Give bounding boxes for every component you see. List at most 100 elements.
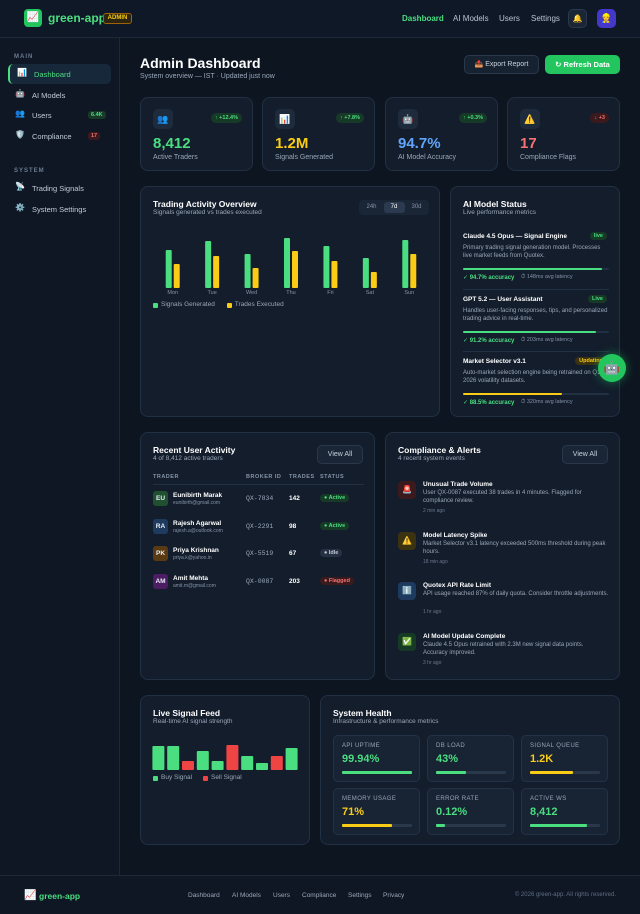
bar (213, 256, 220, 288)
footer-link[interactable]: Users (273, 892, 290, 899)
alert-title: Quotex API Rate Limit (423, 582, 492, 589)
footer-link[interactable]: Privacy (383, 892, 405, 899)
avatar[interactable]: 👷 (597, 9, 616, 28)
page-subtitle: System overview — IST · Updated just now (140, 73, 275, 80)
status-badge: ● Active (320, 521, 350, 530)
metric-value: 71% (342, 806, 365, 818)
metric-value: 0.12% (436, 806, 468, 818)
card: 📊 ↑ +7.8% 1.2M Signals Generated (262, 97, 375, 171)
copyright: © 2026 green-app. All rights reserved. (514, 892, 616, 898)
model-latency: ⏱ 148ms avg latency (521, 274, 573, 280)
card-subtitle: Live performance metrics (463, 209, 536, 216)
progress-bar (530, 824, 588, 827)
bar (244, 254, 251, 288)
chart-title: Live Signal Feed (153, 708, 221, 718)
card: Recent User Activity 4 of 8,412 active tr… (140, 432, 375, 680)
user-email: amit.m@gmail.com (173, 583, 216, 590)
sidebar (0, 38, 120, 875)
sidebar-section-title: MAIN (14, 54, 34, 60)
footer-link[interactable]: Dashboard (188, 892, 220, 899)
progress-track (342, 824, 412, 827)
alert-icon: ℹ️ (398, 582, 416, 600)
sidebar-item[interactable]: 🤖 AI Models (8, 85, 111, 105)
export-button[interactable]: 📤 Export Report (464, 55, 539, 74)
sidebar-item[interactable]: 👥 Users 6.4K (8, 105, 111, 125)
broker-id: QX-0087 (246, 578, 274, 586)
sidebar-icon: 🤖 (15, 88, 25, 98)
bar (370, 272, 377, 288)
alert-time: 2 min ago (423, 508, 445, 514)
card-title: Compliance & Alerts (398, 445, 481, 455)
model-name: Market Selector v3.1 (463, 358, 526, 365)
alert-time: 3 hr ago (423, 659, 442, 666)
user-name: Amit Mehta (173, 575, 209, 583)
sidebar-label: AI Models (32, 90, 66, 100)
chart (152, 745, 298, 770)
logo-text: green-app (48, 11, 107, 25)
legend-swatch (153, 776, 158, 781)
nav-link[interactable]: Users (499, 14, 520, 23)
nav-link[interactable]: Dashboard (402, 14, 444, 23)
bar (226, 745, 239, 770)
sidebar-item[interactable]: 📡 Trading Signals (8, 178, 111, 198)
x-tick-label: Wed (246, 290, 257, 296)
metric-label: DB LOAD (436, 743, 466, 749)
model-accuracy: ✓ 88.5% accuracy (463, 400, 515, 406)
nav-link[interactable]: AI Models (453, 14, 489, 23)
range-tab[interactable]: 30d (411, 204, 422, 210)
bar (167, 746, 180, 770)
legend-label: Sell Signal (211, 774, 242, 781)
legend-swatch (153, 303, 158, 308)
metric-label: ERROR RATE (436, 796, 479, 802)
nav-link[interactable]: Settings (531, 14, 560, 23)
alert-title: Model Latency Spike (423, 531, 488, 539)
legend-swatch (203, 776, 208, 781)
legend-label: Signals Generated (161, 301, 215, 308)
stat-change: ↑ +0.3% (458, 113, 487, 123)
sidebar-item[interactable]: ⚙️ System Settings (8, 199, 111, 219)
range-tab[interactable]: 24h (366, 204, 377, 210)
footer-link[interactable]: Settings (348, 892, 372, 899)
progress-bar (342, 771, 412, 774)
legend-label: Buy Signal (161, 774, 193, 781)
bar (252, 268, 259, 288)
model-name: GPT 5.2 — User Assistant (463, 295, 543, 303)
stat-value: 8,412 (153, 135, 191, 152)
card: Trading Activity Overview Signals generat… (140, 186, 440, 417)
bell-button[interactable]: 🔔 (568, 9, 587, 28)
refresh-button[interactable]: ↻ Refresh Data (545, 55, 620, 74)
health-tile: DB LOAD 43% (427, 735, 514, 782)
model-accuracy: ✓ 91.2% accuracy (463, 337, 515, 344)
stat-label: Compliance Flags (520, 154, 577, 161)
user-avatar: AM (153, 574, 168, 590)
logo-icon: 📈 (24, 9, 42, 27)
footer-logo: green-app (39, 891, 81, 901)
card: System Health Infrastructure & performanc… (320, 695, 620, 845)
trade-count: 142 (289, 495, 300, 502)
progress-track (436, 771, 506, 774)
user-avatar: RA (153, 518, 168, 534)
progress-bar (436, 824, 446, 827)
broker-id: QX-7834 (246, 495, 274, 502)
x-tick-label: Sat (366, 290, 375, 296)
footer-link[interactable]: Compliance (302, 892, 337, 899)
sidebar-icon: 👥 (15, 109, 25, 118)
card: Live Signal Feed Real-time AI signal stre… (140, 695, 310, 845)
legend-swatch (226, 303, 232, 308)
card: Compliance & Alerts 4 recent system event… (385, 432, 620, 680)
stat-value: 94.7% (398, 135, 441, 152)
sidebar-item[interactable]: 📊 Dashboard (8, 64, 111, 84)
column-header: TRADER (153, 474, 179, 480)
card-title: AI Model Status (463, 199, 527, 209)
view-all-button[interactable]: View All (562, 445, 608, 464)
metric-label: SIGNAL QUEUE (530, 743, 580, 749)
view-all-button[interactable]: View All (317, 445, 363, 464)
sidebar-label: Trading Signals (32, 184, 84, 193)
assistant-fab[interactable]: 🤖 (598, 354, 626, 382)
footer-link[interactable]: AI Models (232, 892, 261, 899)
health-tile: ACTIVE WS 8,412 (521, 788, 608, 835)
card: AI Model Status Live performance metrics C… (450, 186, 620, 417)
stat-icon: 📊 (275, 109, 295, 129)
range-tab[interactable]: 7d (383, 202, 405, 213)
sidebar-item[interactable]: 🛡️ Compliance 17 (8, 126, 111, 146)
